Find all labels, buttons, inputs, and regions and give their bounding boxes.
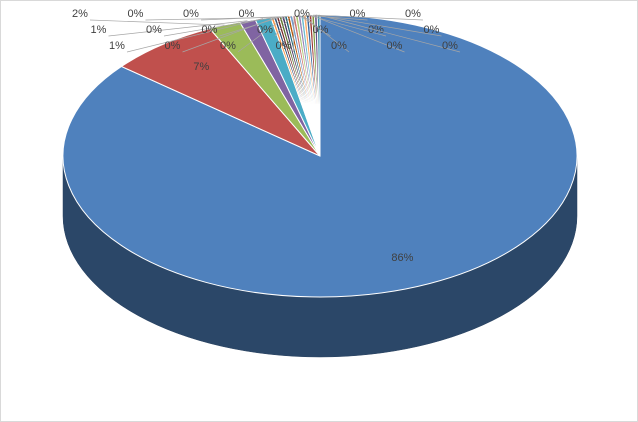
data-label: 0% xyxy=(146,24,162,36)
leader-line xyxy=(313,14,424,21)
leader-line xyxy=(304,14,368,21)
data-label: 1% xyxy=(91,24,107,36)
leader-line xyxy=(318,14,461,53)
data-label: 0% xyxy=(276,40,292,52)
leader-line xyxy=(126,18,264,53)
leader-line xyxy=(163,16,276,37)
data-label: 0% xyxy=(239,8,255,20)
data-label: 2% xyxy=(72,8,88,20)
data-label: 1% xyxy=(109,40,125,52)
data-label: 0% xyxy=(424,24,440,36)
data-label: 0% xyxy=(165,40,181,52)
data-label: 7% xyxy=(193,61,209,73)
leader-line xyxy=(108,20,248,37)
leader-line xyxy=(274,15,292,37)
leader-line xyxy=(237,15,287,53)
leader-line xyxy=(315,14,442,37)
data-label: 0% xyxy=(220,40,236,52)
data-label: 0% xyxy=(183,8,199,20)
leader-line xyxy=(301,15,350,53)
data-label: 0% xyxy=(202,24,218,36)
data-label: 0% xyxy=(350,8,366,20)
leader-line xyxy=(296,15,313,21)
leader-line xyxy=(310,14,405,53)
leader-line xyxy=(219,16,284,37)
leader-line xyxy=(89,19,225,26)
data-label: 0% xyxy=(405,8,421,20)
slice xyxy=(120,28,321,157)
slice xyxy=(62,14,578,298)
leader-line xyxy=(200,16,281,21)
data-label: 0% xyxy=(294,8,310,20)
data-label: 0% xyxy=(442,40,458,52)
data-label: 0% xyxy=(257,24,273,36)
data-label: 0% xyxy=(331,40,347,52)
data-label: 86% xyxy=(391,252,413,264)
data-label: 0% xyxy=(387,40,403,52)
leader-line xyxy=(256,15,289,21)
leader-line xyxy=(307,14,387,37)
data-label: 0% xyxy=(128,8,144,20)
